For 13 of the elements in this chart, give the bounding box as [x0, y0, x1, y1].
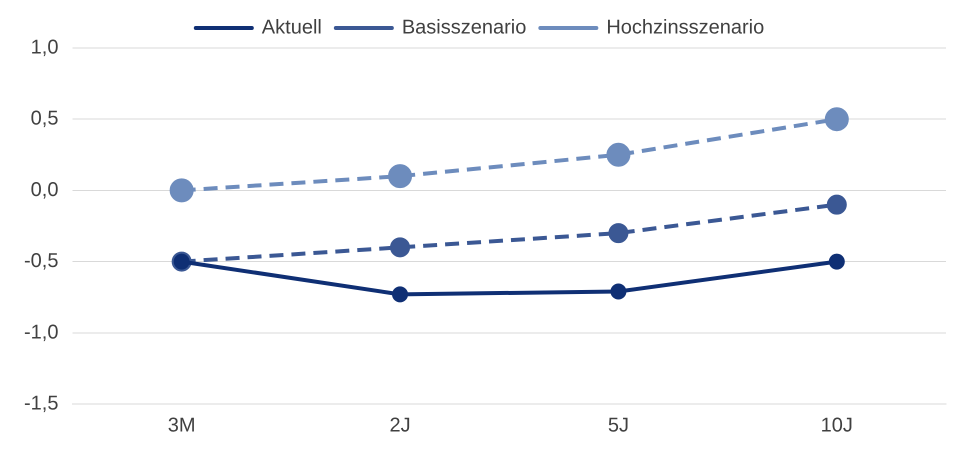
y-tick-label: 1,0: [30, 36, 58, 59]
x-tick-label: 3M: [168, 414, 196, 437]
y-tick-label: -1,0: [24, 321, 58, 344]
legend-label: Basisszenario: [402, 16, 526, 39]
x-tick-label: 5J: [608, 414, 629, 437]
y-tick-label: 0,5: [30, 108, 58, 130]
y-tick-label: -1,5: [24, 392, 58, 415]
y-tick-label: -0,5: [24, 250, 58, 272]
x-tick-label: 10J: [820, 414, 853, 437]
legend-label: Aktuell: [262, 16, 322, 39]
x-tick-label: 2J: [389, 414, 411, 437]
y-tick-label: 0,0: [30, 178, 58, 201]
legend-label: Hochzinsszenario: [606, 16, 764, 39]
